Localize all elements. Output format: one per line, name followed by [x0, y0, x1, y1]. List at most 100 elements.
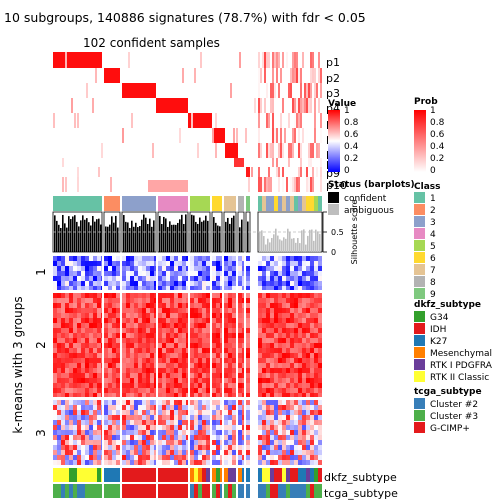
heat-cell	[182, 425, 186, 430]
heat-cell	[170, 373, 174, 378]
heat-cell	[190, 276, 194, 281]
heat-cell	[53, 435, 57, 440]
heat-cell	[220, 373, 222, 378]
heat-cell	[310, 435, 314, 440]
heat-cell	[206, 318, 210, 323]
heat-cell	[194, 415, 198, 420]
legend-label: 9	[430, 290, 436, 300]
heat-cell	[202, 303, 206, 308]
heat-cell	[85, 378, 89, 383]
prob-cell	[274, 52, 276, 68]
heat-cell	[89, 281, 93, 286]
heat-cell	[262, 256, 266, 261]
heat-cell	[294, 271, 298, 276]
heat-cell	[182, 430, 186, 435]
silhouette-bar	[193, 215, 195, 252]
heat-cell	[130, 430, 134, 435]
heat-cell	[101, 430, 102, 435]
heat-cell	[302, 450, 306, 455]
heat-cell	[242, 460, 244, 465]
heat-cell	[138, 363, 142, 368]
heat-cell	[198, 286, 202, 290]
heat-cell	[116, 353, 120, 358]
heat-cell	[294, 388, 298, 393]
heat-cell	[57, 293, 61, 298]
heat-cell	[270, 440, 274, 445]
heat-cell	[142, 328, 146, 333]
heat-cell	[126, 313, 130, 318]
silhouette-bar	[179, 219, 181, 252]
heat-cell	[194, 430, 198, 435]
heat-cell	[146, 400, 150, 405]
heat-cell	[53, 333, 57, 338]
heat-cell	[73, 313, 77, 318]
heat-cell	[182, 435, 186, 440]
heat-cell	[166, 333, 170, 338]
heat-cell	[202, 293, 206, 298]
heat-cell	[77, 298, 81, 303]
heat-cell	[232, 425, 236, 430]
heat-cell	[166, 445, 170, 450]
heat-cell	[146, 298, 150, 303]
heat-cell	[310, 348, 314, 353]
silhouette-bar	[92, 216, 94, 252]
heat-cell	[186, 293, 188, 298]
heat-cell	[282, 440, 286, 445]
heat-cell	[166, 410, 170, 415]
heat-cell	[302, 435, 306, 440]
legend-swatch	[414, 192, 425, 203]
heat-cell	[228, 393, 232, 397]
prob-cell	[280, 68, 282, 83]
heat-cell	[69, 368, 73, 373]
heat-cell	[134, 430, 138, 435]
heat-cell	[81, 271, 85, 276]
heat-cell	[190, 318, 194, 323]
heat-cell	[112, 415, 116, 420]
heat-cell	[174, 415, 178, 420]
heat-cell	[174, 276, 178, 281]
heat-cell	[202, 373, 206, 378]
heat-cell	[170, 333, 174, 338]
dkfz-track-label: dkfz_subtype	[324, 471, 397, 484]
legend-swatch	[414, 204, 425, 215]
heat-cell	[314, 328, 318, 333]
heat-cell	[134, 286, 138, 290]
tcga-cell	[142, 484, 146, 498]
prob-cell	[298, 98, 300, 113]
heat-cell	[310, 450, 314, 455]
prob-cell	[288, 143, 290, 158]
heat-cell	[138, 348, 142, 353]
heat-cell	[134, 450, 138, 455]
silhouette-bar	[185, 214, 187, 252]
heat-cell	[65, 318, 69, 323]
heat-cell	[93, 378, 97, 383]
heat-cell	[298, 256, 302, 261]
heat-cell	[73, 378, 77, 383]
heat-cell	[150, 293, 154, 298]
heat-cell	[282, 293, 286, 298]
heat-cell	[182, 298, 186, 303]
prob-cell	[304, 98, 306, 113]
dkfz-cell	[318, 468, 322, 482]
heat-cell	[290, 445, 294, 450]
dkfz-cell	[298, 468, 302, 482]
heat-cell	[274, 425, 278, 430]
prob-cell	[266, 177, 268, 192]
heat-cell	[126, 420, 130, 425]
legend-swatch	[414, 216, 425, 227]
heat-cell	[278, 323, 282, 328]
heat-cell	[266, 323, 270, 328]
heat-cell	[206, 328, 210, 333]
heat-cell	[162, 368, 166, 373]
heat-cell	[146, 256, 150, 261]
prob-cell	[320, 68, 322, 83]
heat-cell	[158, 373, 162, 378]
heat-cell	[158, 256, 162, 261]
heat-cell	[278, 388, 282, 393]
heat-cell	[186, 286, 188, 290]
heat-cell	[166, 276, 170, 281]
prob-cell	[258, 52, 260, 68]
tcga-cell	[116, 484, 120, 498]
heat-cell	[108, 313, 112, 318]
heat-cell	[134, 378, 138, 383]
